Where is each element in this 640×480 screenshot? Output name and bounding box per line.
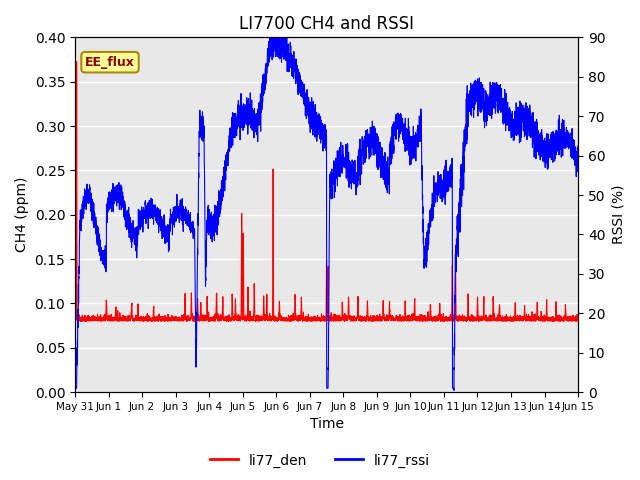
Y-axis label: CH4 (ppm): CH4 (ppm): [15, 177, 29, 252]
li77_den: [345, 308, 353, 313]
li77_den: [568, 318, 575, 324]
li77_den: [574, 318, 582, 324]
li77_den: [502, 317, 509, 323]
Legend: li77_den, li77_rssi: li77_den, li77_rssi: [204, 448, 436, 473]
li77_rssi: [465, 108, 472, 114]
li77_den: [372, 314, 380, 320]
li77_rssi: [266, 35, 274, 40]
li77_rssi: [574, 147, 582, 153]
Text: EE_flux: EE_flux: [85, 56, 135, 69]
li77_den: [73, 59, 81, 64]
li77_den: [489, 305, 497, 311]
li77_rssi: [372, 146, 380, 152]
Line: li77_den: li77_den: [75, 61, 578, 321]
Y-axis label: RSSI (%): RSSI (%): [611, 185, 625, 244]
li77_den: [465, 298, 472, 303]
li77_den: [71, 318, 79, 324]
li77_rssi: [345, 166, 353, 171]
Line: li77_rssi: li77_rssi: [75, 37, 578, 390]
li77_rssi: [489, 104, 497, 110]
li77_den: [175, 314, 183, 320]
li77_rssi: [71, 385, 79, 391]
Title: LI7700 CH4 and RSSI: LI7700 CH4 and RSSI: [239, 15, 414, 33]
li77_rssi: [502, 110, 510, 116]
X-axis label: Time: Time: [310, 418, 344, 432]
li77_rssi: [175, 219, 183, 225]
li77_rssi: [450, 387, 458, 393]
